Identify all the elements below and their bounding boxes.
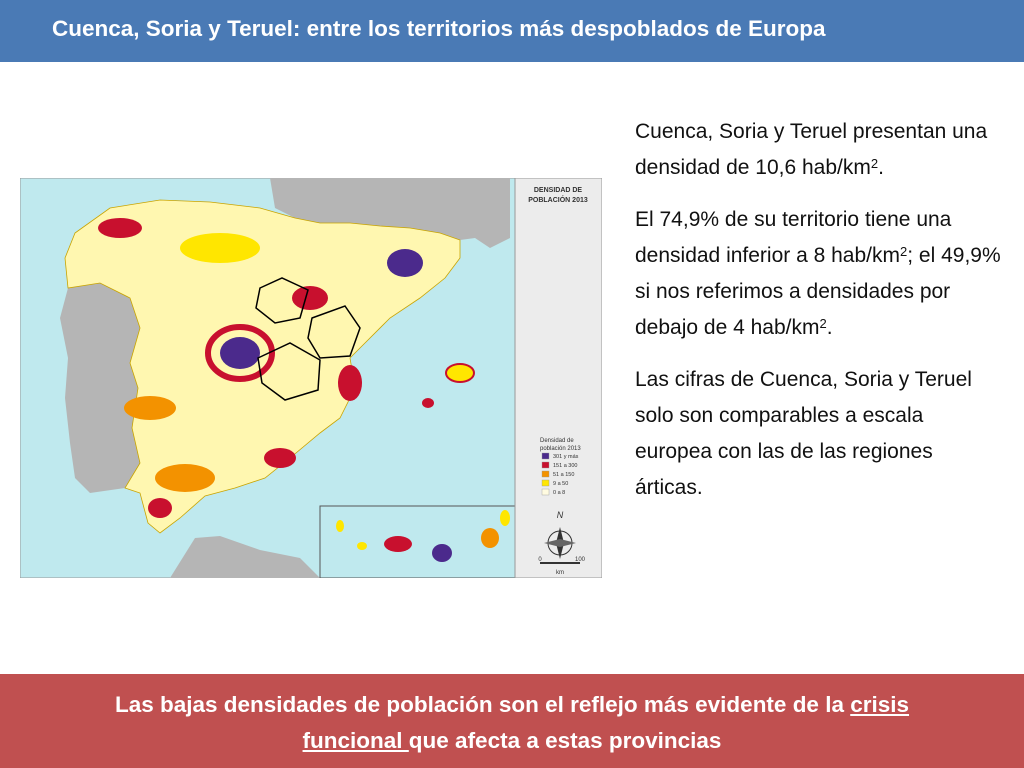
sevilla-patch — [148, 498, 172, 518]
portugal-land — [60, 283, 140, 493]
text-panel: Cuenca, Soria y Teruel presentan una den… — [635, 114, 1005, 522]
footer-underlined-funcional: funcional — [302, 728, 409, 753]
p3-text: Las cifras de Cuenca, Soria y Teruel sol… — [635, 368, 972, 499]
scale-unit: km — [556, 570, 564, 576]
p3-end: . — [696, 476, 703, 499]
extremadura-patch — [124, 396, 176, 420]
legend-heading-1: Densidad de — [540, 438, 574, 444]
legend-heading-2: población 2013 — [540, 446, 581, 452]
paragraph-3: Las cifras de Cuenca, Soria y Teruel sol… — [635, 362, 1005, 506]
canary-island — [384, 536, 412, 552]
canary-islands — [336, 510, 510, 562]
scale-max: 100 — [575, 557, 586, 563]
galicia-patch — [98, 218, 142, 238]
murcia-patch — [264, 448, 296, 468]
p1-sup: 2 — [870, 156, 879, 171]
population-density-map: DENSIDAD DE POBLACIÓN 2013 Densidad de p… — [19, 177, 603, 579]
p2-end: . — [826, 316, 833, 339]
legend-title-1: DENSIDAD DE — [534, 187, 583, 194]
legend-label: 0 a 8 — [553, 490, 565, 496]
andalucia-patch — [155, 464, 215, 492]
footer-text: Las bajas densidades de población son el… — [40, 687, 984, 759]
map-graphic: DENSIDAD DE POBLACIÓN 2013 Densidad de p… — [19, 177, 603, 579]
legend-items: 301 y más 151 a 300 51 a 150 9 a 50 0 a 8 — [541, 452, 579, 496]
canary-island — [432, 544, 452, 562]
footer-underlined-crisis: crisis — [850, 692, 910, 717]
p1-end: . — [878, 156, 884, 179]
footer-part-2: que afecta a estas provincias — [408, 728, 722, 753]
legend-label: 51 a 150 — [553, 472, 574, 478]
zaragoza-patch — [292, 286, 328, 310]
mallorca-island — [445, 363, 475, 383]
legend-swatch — [541, 452, 550, 460]
ibiza-island — [422, 398, 434, 408]
compass-rose: N — [544, 510, 576, 559]
cuenca-outline — [257, 342, 321, 401]
madrid-patch — [220, 337, 260, 369]
p1-text: Cuenca, Soria y Teruel presentan una den… — [635, 120, 988, 179]
canary-island — [500, 510, 510, 526]
spain-mainland — [64, 199, 461, 534]
barcelona-patch — [387, 249, 423, 277]
soria-outline — [255, 277, 309, 324]
paragraph-1: Cuenca, Soria y Teruel presentan una den… — [635, 114, 1005, 186]
p2-sup1: 2 — [900, 244, 908, 259]
p2-text: El 74,9% de su territorio tiene una dens… — [635, 208, 952, 267]
p2-sup2: 2 — [819, 316, 827, 331]
legend-swatch — [541, 488, 550, 496]
africa-land — [170, 536, 320, 578]
header-bar: Cuenca, Soria y Teruel: entre los territ… — [0, 0, 1024, 62]
compass-label: N — [557, 510, 564, 520]
canary-island — [481, 528, 499, 548]
north-patch — [180, 233, 260, 263]
legend-label: 151 a 300 — [553, 463, 577, 469]
slide-title: Cuenca, Soria y Teruel: entre los territ… — [52, 16, 826, 41]
teruel-outline — [307, 305, 361, 359]
legend-label: 9 a 50 — [553, 481, 568, 487]
paragraph-2: El 74,9% de su territorio tiene una dens… — [635, 202, 1005, 346]
legend-swatch — [541, 461, 550, 469]
legend-label: 301 y más — [553, 454, 579, 460]
legend-swatch — [541, 470, 550, 478]
legend-swatch — [541, 479, 550, 487]
valencia-patch — [338, 365, 362, 401]
legend-title-2: POBLACIÓN 2013 — [528, 195, 588, 204]
madrid-ring — [205, 324, 275, 382]
canary-island — [336, 520, 344, 532]
footer-bar: Las bajas densidades de población son el… — [0, 674, 1024, 768]
canary-island — [357, 542, 367, 550]
density-patches — [98, 218, 423, 518]
scale-min: 0 — [538, 557, 542, 563]
footer-part-1: Las bajas densidades de población son el… — [114, 692, 851, 717]
p2-mid: ; el 49,9% si nos referimos a densidades… — [635, 244, 1001, 339]
france-land — [270, 178, 510, 248]
